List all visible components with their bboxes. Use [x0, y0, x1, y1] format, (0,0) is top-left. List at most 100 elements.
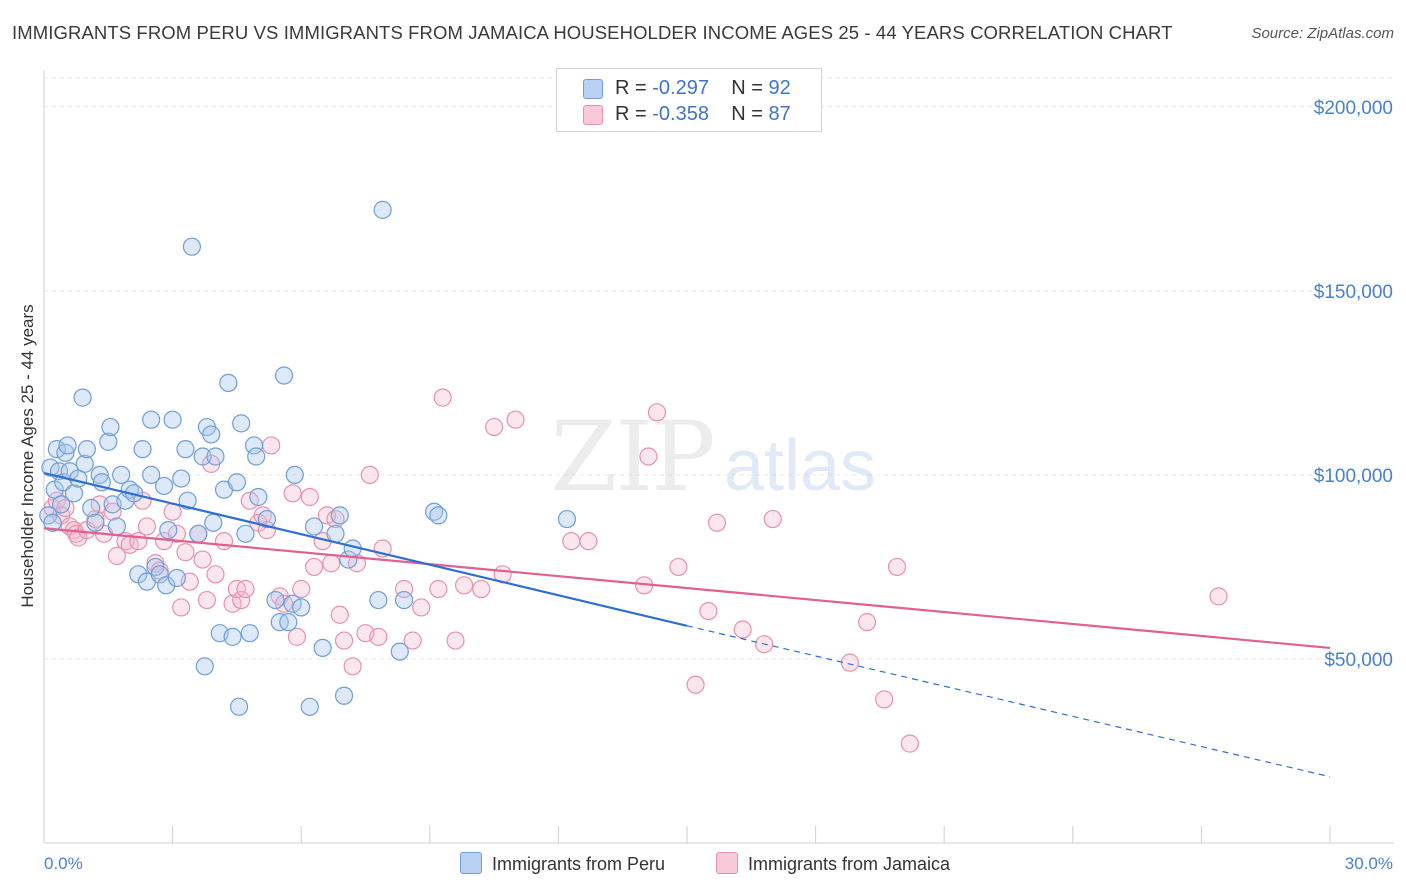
jamaica-point [900, 734, 920, 753]
watermark-atlas: atlas [724, 426, 876, 506]
peru-point [292, 598, 311, 617]
peru-point [429, 506, 448, 525]
peru-point [150, 565, 169, 584]
peru-point [236, 524, 255, 543]
peru-point [313, 638, 332, 658]
y-tick-label: $50,000 [1324, 650, 1393, 671]
jamaica-point [283, 484, 302, 503]
peru-point [64, 484, 84, 503]
jamaica-point [292, 579, 311, 599]
peru-point [178, 491, 197, 510]
jamaica-point [454, 576, 474, 595]
peru-point [204, 513, 223, 532]
jamaica-point [107, 546, 126, 565]
y-tick-label: $100,000 [1314, 466, 1393, 487]
peru-point [202, 425, 221, 444]
peru-legend-label: Immigrants from Peru [492, 854, 666, 874]
jamaica-point [232, 590, 251, 610]
peru-point [330, 506, 349, 525]
peru-legend-swatch [460, 852, 482, 874]
peru-point [167, 568, 186, 588]
peru-point [77, 440, 96, 459]
peru-point [73, 388, 92, 407]
axes [43, 70, 1394, 844]
peru-n-label: N = [731, 77, 769, 99]
peru-point [159, 521, 178, 540]
watermark-zip: ZIP [550, 401, 713, 513]
jamaica-r-label: R = [615, 103, 653, 125]
trend-lines [43, 471, 1331, 778]
peru-swatch [583, 79, 603, 99]
jamaica-point [472, 579, 491, 599]
peru-point [223, 627, 242, 646]
jamaica-point [214, 532, 234, 551]
jamaica-point [686, 675, 705, 694]
peru-point [369, 590, 388, 610]
peru-point [195, 657, 214, 676]
peru-point [58, 436, 77, 455]
jamaica-point [875, 690, 894, 709]
peru-point [274, 366, 294, 385]
jamaica-point [562, 532, 581, 551]
jamaica-point [172, 598, 191, 617]
jamaica-point [322, 554, 341, 573]
peru-point [390, 642, 409, 661]
peru-trend-extension [686, 625, 1331, 778]
bottom-legend-peru: Immigrants from Peru [460, 852, 665, 875]
x-tick-label-end: 30.0% [1345, 854, 1393, 873]
jamaica-point [412, 598, 431, 617]
legend: R = -0.297 N = 92 R = -0.358 N = 87 [556, 68, 822, 132]
jamaica-point [840, 653, 859, 672]
peru-point [90, 465, 109, 485]
jamaica-point [429, 579, 448, 599]
peru-point [182, 237, 201, 256]
y-axis-label: Householder Income Ages 25 - 44 years [18, 304, 37, 607]
peru-n-value: 92 [768, 77, 791, 99]
peru-point [189, 524, 208, 543]
peru-point [133, 440, 152, 459]
peru-point [163, 410, 182, 429]
y-tick-label: $150,000 [1314, 282, 1393, 303]
chart-source: Source: ZipAtlas.com [1251, 25, 1394, 42]
peru-point [257, 509, 277, 529]
peru-point [304, 517, 324, 536]
peru-point [300, 697, 319, 716]
jamaica-point [857, 613, 877, 632]
jamaica-point [103, 502, 122, 521]
peru-point [86, 513, 105, 532]
grid-lines [44, 77, 1394, 660]
peru-point [247, 447, 266, 466]
peru-point [193, 447, 212, 466]
jamaica-point [176, 543, 195, 562]
jamaica-r-value: -0.358 [652, 103, 709, 125]
jamaica-point [579, 532, 598, 551]
jamaica-point [369, 627, 388, 646]
jamaica-point [446, 631, 465, 650]
jamaica-point [287, 627, 307, 646]
peru-point [249, 487, 268, 507]
jamaica-point [485, 417, 504, 437]
jamaica-point [193, 550, 212, 569]
jamaica-legend-label: Immigrants from Jamaica [748, 854, 951, 874]
peru-point [157, 576, 176, 595]
jamaica-point [887, 557, 907, 577]
jamaica-point [506, 410, 525, 429]
peru-point [107, 517, 126, 536]
jamaica-point [304, 557, 324, 577]
peru-point [142, 465, 161, 485]
jamaica-point [707, 513, 727, 532]
peru-trend-line [43, 471, 688, 627]
peru-point [240, 624, 259, 643]
peru-point [101, 417, 120, 437]
jamaica-swatch [583, 105, 603, 125]
bottom-legend-jamaica: Immigrants from Jamaica [716, 852, 950, 875]
jamaica-point [129, 532, 148, 551]
peru-point [43, 513, 62, 532]
peru-point [266, 590, 285, 610]
peru-point [334, 686, 354, 705]
jamaica-point [1209, 587, 1228, 606]
peru-r-label: R = [615, 77, 653, 99]
tick-labels: $50,000 $100,000 $150,000 $200,000 0.0% 30.0% [44, 98, 1393, 873]
peru-point [232, 414, 251, 433]
